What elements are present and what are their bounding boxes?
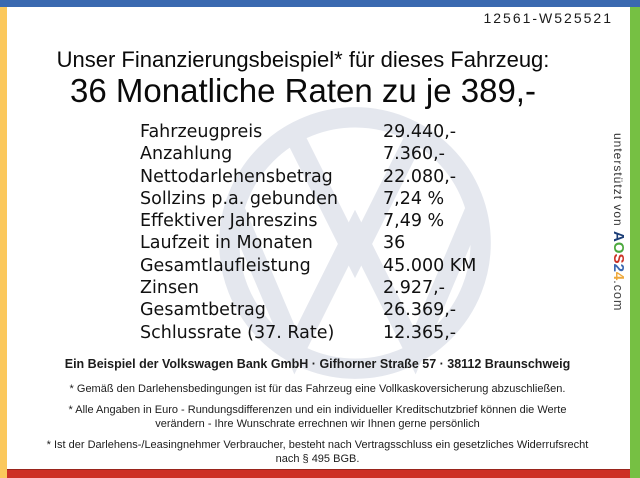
table-row: Anzahlung 7.360,- bbox=[140, 143, 476, 165]
finance-table: Fahrzeugpreis 29.440,- Anzahlung 7.360,- Net… bbox=[140, 121, 476, 344]
row-value: 22.080,- bbox=[383, 166, 457, 187]
document-id: 12561-W525521 bbox=[483, 10, 613, 26]
brand-letter: A bbox=[610, 231, 627, 242]
row-label: Anzahlung bbox=[140, 144, 233, 165]
row-value: 36 bbox=[383, 233, 406, 254]
row-label: Gesamtbetrag bbox=[140, 300, 266, 321]
row-label: Sollzins p.a. gebunden bbox=[140, 188, 339, 209]
row-label: Fahrzeugpreis bbox=[140, 122, 263, 142]
brand-letter: S bbox=[610, 253, 627, 264]
row-label: Zinsen bbox=[140, 278, 199, 299]
aos24-logo: AOS24 bbox=[610, 231, 627, 280]
row-value: 2.927,- bbox=[383, 278, 445, 299]
table-row: Laufzeit in Monaten 36 bbox=[140, 232, 476, 254]
row-label: Nettodarlehensbetrag bbox=[140, 166, 333, 187]
footer: Ein Beispiel der Volkswagen Bank GmbH · … bbox=[7, 357, 628, 473]
bank-address-line: Ein Beispiel der Volkswagen Bank GmbH · … bbox=[64, 357, 571, 371]
frame-top-bar bbox=[0, 0, 640, 7]
row-label: Laufzeit in Monaten bbox=[140, 233, 313, 254]
table-row: Effektiver Jahreszins 7,49 % bbox=[140, 210, 476, 232]
footnote: * Ist der Darlehens-/Leasingnehmer Verbr… bbox=[46, 439, 589, 465]
row-value: 7.360,- bbox=[383, 144, 445, 165]
table-row: Gesamtbetrag 26.369,- bbox=[140, 299, 476, 321]
row-label: Effektiver Jahreszins bbox=[140, 211, 318, 232]
frame-left-bar bbox=[0, 7, 7, 478]
table-row: Gesamtlaufleistung 45.000 KM bbox=[140, 255, 476, 277]
row-label: Schlussrate (37. Rate) bbox=[140, 322, 335, 343]
frame-bottom-bar bbox=[7, 469, 630, 478]
row-value: 7,49 % bbox=[383, 211, 445, 232]
page-subtitle: 36 Monatliche Raten zu je 389,- bbox=[70, 72, 536, 110]
table-row: Fahrzeugpreis 29.440,- bbox=[140, 121, 476, 143]
table-row: Sollzins p.a. gebunden 7,24 % bbox=[140, 188, 476, 210]
footnotes: * Gemäß den Darlehensbedingungen ist für… bbox=[7, 382, 628, 466]
table-row: Zinsen 2.927,- bbox=[140, 277, 476, 299]
footnote: * Gemäß den Darlehensbedingungen ist für… bbox=[69, 383, 566, 395]
brand-letter: 2 bbox=[610, 263, 627, 272]
footnote: * Alle Angaben in Euro - Rundungsdiffere… bbox=[68, 404, 567, 430]
table-row: Nettodarlehensbetrag 22.080,- bbox=[140, 166, 476, 188]
aos24-domain-suffix: .com bbox=[611, 280, 625, 312]
row-value: 12.365,- bbox=[383, 322, 457, 343]
brand-letter: O bbox=[610, 241, 627, 254]
sidebar-credit: unterstützt von AOS24.com bbox=[610, 133, 627, 373]
row-value: 26.369,- bbox=[383, 300, 457, 321]
title-block: Unser Finanzierungsbeispiel* für dieses … bbox=[10, 47, 596, 110]
supported-by-label: unterstützt von bbox=[611, 133, 625, 232]
table-row: Schlussrate (37. Rate) 12.365,- bbox=[140, 322, 476, 344]
frame-right-bar bbox=[630, 7, 640, 478]
row-value: 7,24 % bbox=[383, 188, 445, 209]
brand-letter: 4 bbox=[610, 271, 627, 281]
row-value: 45.000 KM bbox=[383, 255, 477, 276]
row-label: Gesamtlaufleistung bbox=[140, 255, 311, 276]
row-value: 29.440,- bbox=[383, 122, 457, 142]
page-title: Unser Finanzierungsbeispiel* für dieses … bbox=[56, 47, 550, 72]
